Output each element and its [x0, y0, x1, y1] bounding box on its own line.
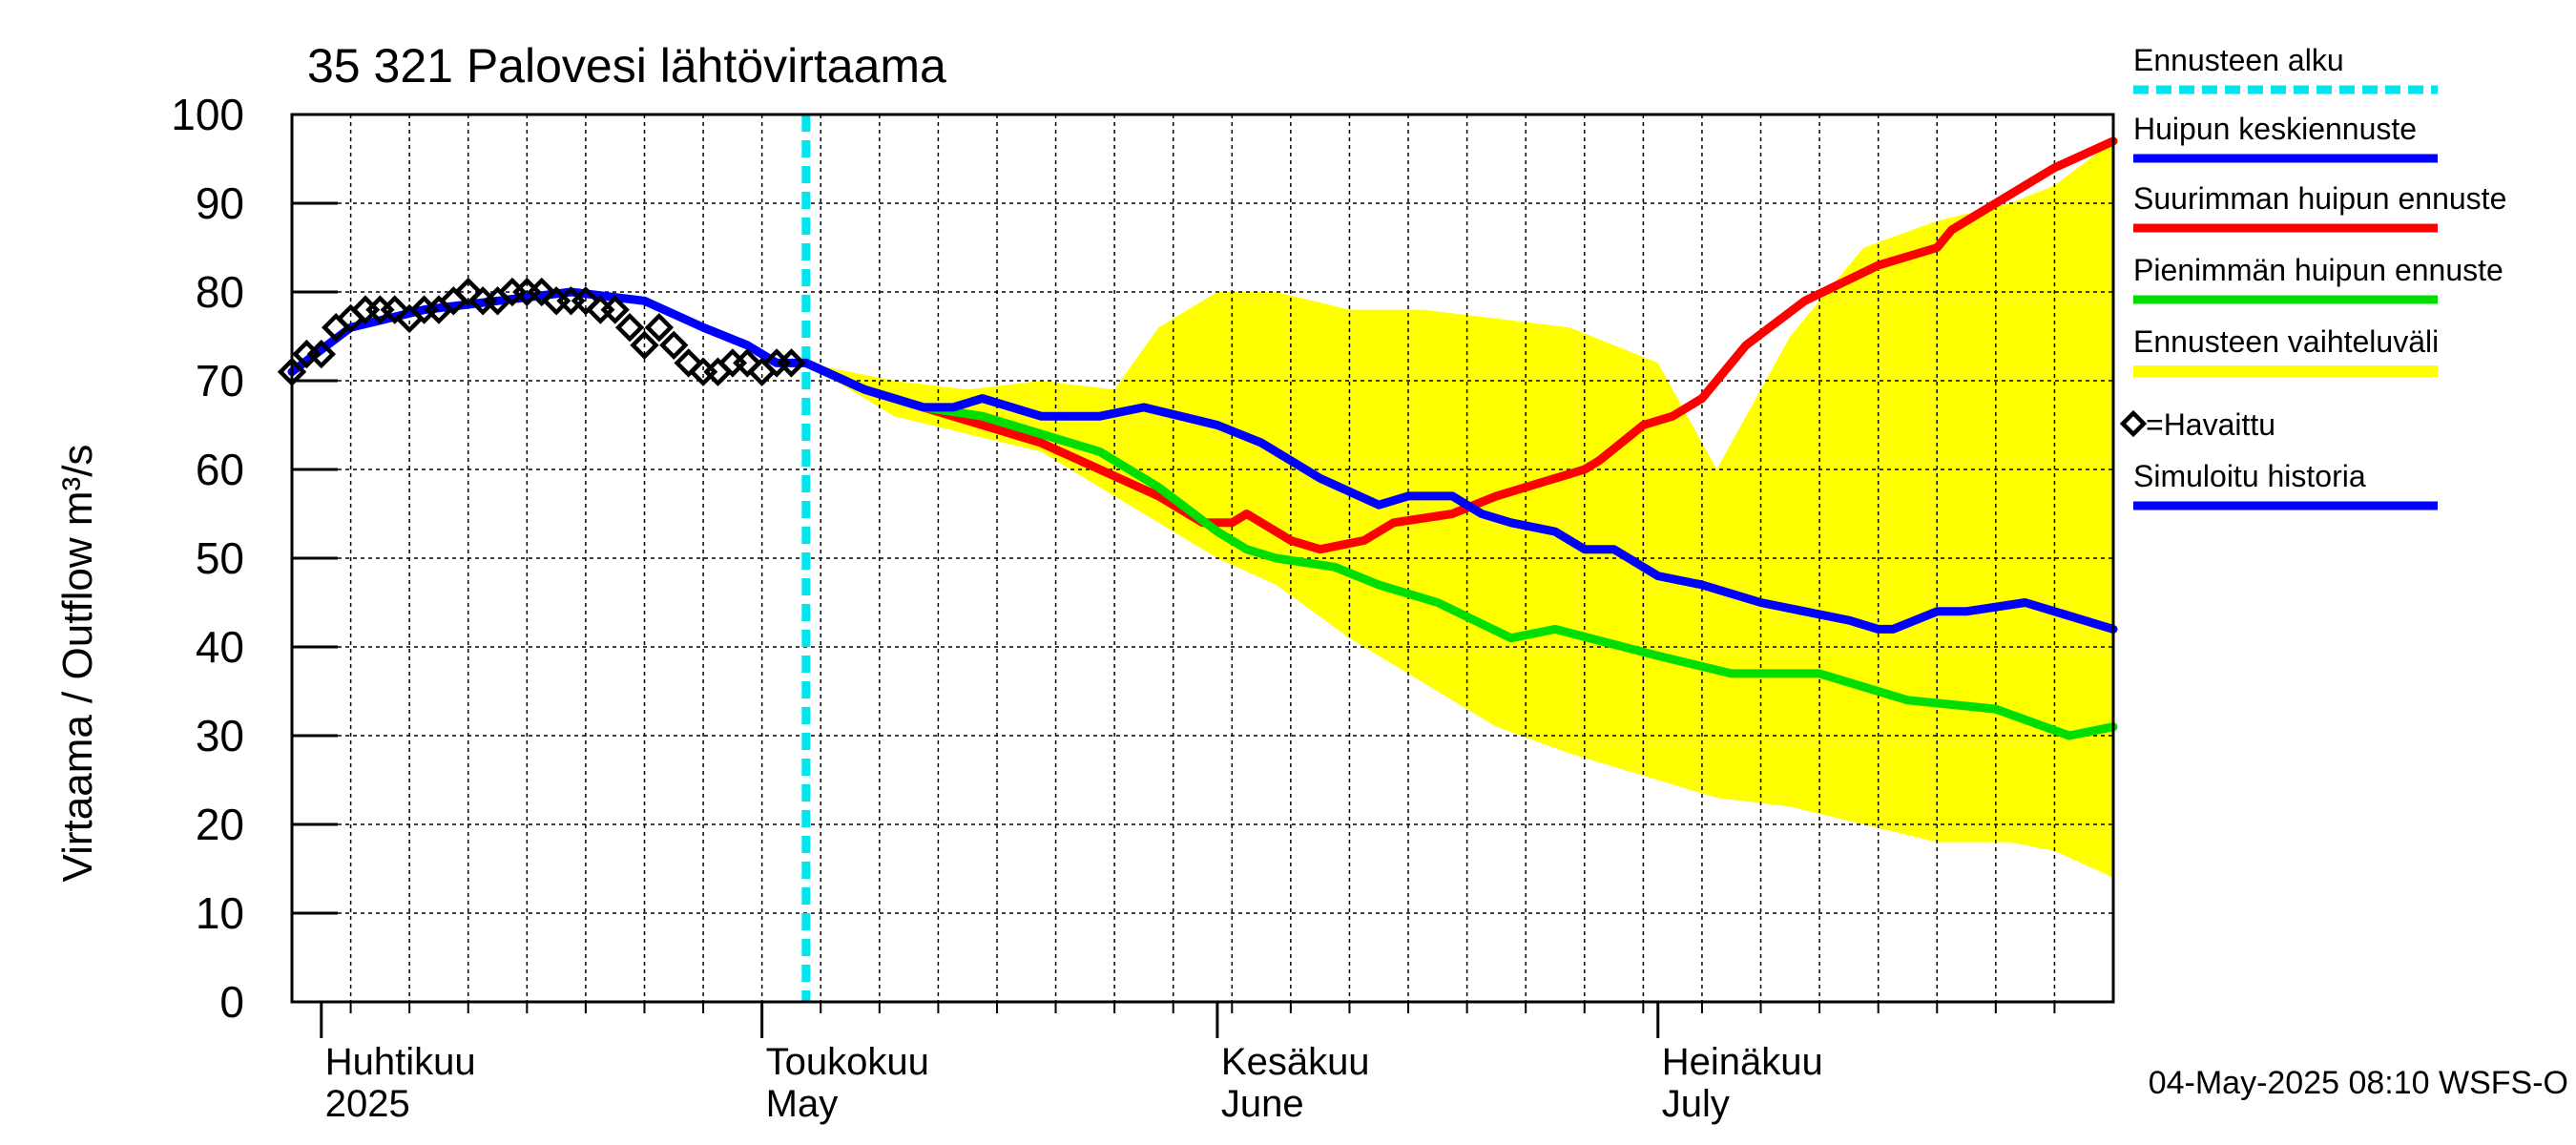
footer-timestamp: 04-May-2025 08:10 WSFS-O [2149, 1065, 2568, 1101]
y-tick-label: 10 [196, 888, 244, 938]
y-axis: 0 10 20 30 40 50 60 70 80 90 100 [171, 90, 338, 1027]
y-tick-label: 60 [196, 445, 244, 494]
observed-marker [688, 357, 718, 386]
observed-marker [777, 348, 806, 378]
observed-marker [600, 295, 630, 324]
x-month-label-fi: Heinäkuu [1662, 1041, 1823, 1083]
observed-marker [733, 348, 762, 378]
legend-swatch [2133, 365, 2438, 377]
observed-marker [703, 357, 733, 386]
y-tick-label: 80 [196, 267, 244, 317]
observed-marker [674, 348, 703, 378]
x-month-label-fi: Toukokuu [766, 1041, 929, 1083]
observed-marker [306, 339, 336, 369]
legend-label: Pienimmän huipun ennuste [2133, 253, 2503, 287]
legend-label: Huipun keskiennuste [2133, 112, 2417, 146]
y-tick-label: 100 [171, 90, 244, 139]
observed-marker [659, 330, 689, 360]
legend-label: Simuloitu historia [2133, 459, 2366, 493]
observed-marker [644, 313, 675, 343]
legend: Ennusteen alku Huipun keskiennuste Suurimm… [2119, 43, 2506, 510]
series-line-huipun-keskiennuste [801, 358, 2118, 634]
y-axis-label: Virtaama / Outflow m³/s [54, 445, 101, 883]
marker-layer [277, 277, 806, 386]
observed-marker [380, 295, 409, 324]
observed-marker [586, 295, 615, 324]
legend-label: Suurimman huipun ennuste [2133, 181, 2506, 216]
y-tick-label: 70 [196, 356, 244, 406]
x-month-label-en: June [1221, 1083, 1304, 1125]
y-tick-label: 20 [196, 800, 244, 849]
y-tick-label: 30 [196, 711, 244, 760]
observed-marker [453, 277, 483, 307]
legend-label: Ennusteen alku [2133, 43, 2344, 77]
y-tick-label: 40 [196, 622, 244, 672]
series-line-simuloitu-historia [287, 287, 811, 377]
observed-marker [571, 286, 601, 316]
legend-marker-observed [2119, 409, 2148, 438]
grid-layer [292, 114, 2113, 1002]
y-tick-label: 0 [219, 977, 244, 1027]
observed-marker [630, 330, 659, 360]
legend-label: =Havaittu [2146, 407, 2275, 442]
x-month-label-en: May [766, 1083, 839, 1125]
x-month-label-fi: Huhtikuu [325, 1041, 476, 1083]
observed-marker [614, 313, 645, 343]
x-month-label-fi: Kesäkuu [1221, 1041, 1370, 1083]
legend-label: Ennusteen vaihteluväli [2133, 324, 2439, 359]
x-month-label-en: 2025 [325, 1083, 410, 1125]
observed-marker [717, 348, 748, 378]
y-tick-label: 50 [196, 533, 244, 583]
line-layer [287, 114, 2118, 1002]
x-month-label-en: July [1662, 1083, 1730, 1125]
observed-marker [527, 277, 556, 307]
series-line-pienimm-n-huipun-ennuste [801, 358, 2118, 740]
y-tick-label: 90 [196, 178, 244, 228]
chart-title: 35 321 Palovesi lähtövirtaama [307, 39, 946, 93]
